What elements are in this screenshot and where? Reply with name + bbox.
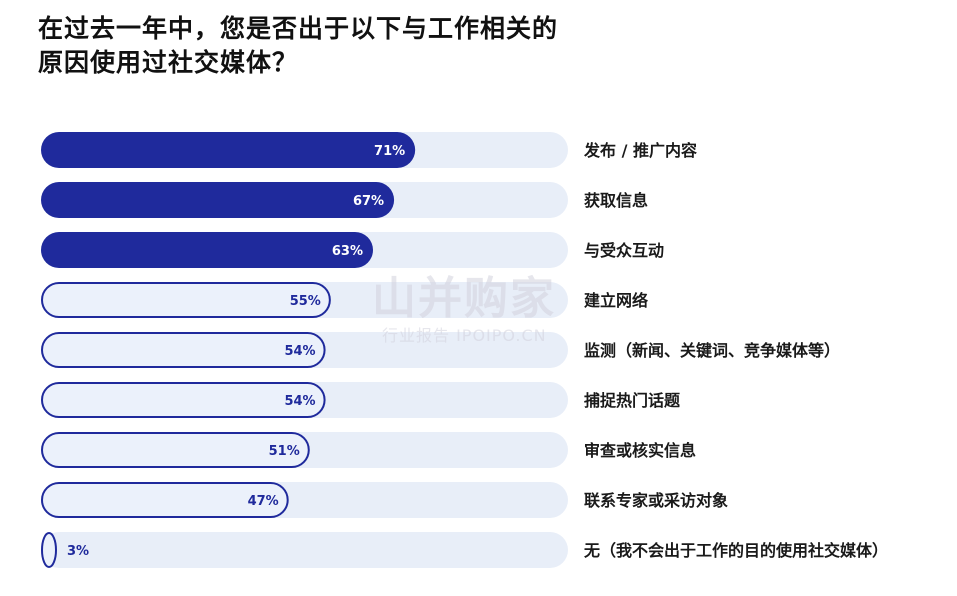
category-label: 监测（新闻、关键词、竞争媒体等） (584, 341, 840, 360)
bar-value-label: 47% (248, 494, 279, 509)
bar-value-label: 54% (284, 344, 315, 359)
chart-title: 在过去一年中，您是否出于以下与工作相关的 原因使用过社交媒体？ (38, 12, 558, 80)
bar-value-label: 63% (332, 244, 363, 259)
bar-value-label: 3% (67, 544, 89, 559)
bar-row: 71% 发布 / 推广内容 (41, 132, 697, 168)
bar-value-label: 67% (353, 194, 384, 209)
bar-row: 54% 监测（新闻、关键词、竞争媒体等） (41, 332, 840, 368)
category-label: 联系专家或采访对象 (584, 491, 728, 510)
bar-row: 47% 联系专家或采访对象 (41, 482, 728, 518)
bar-row: 63% 与受众互动 (41, 232, 664, 268)
category-label: 捕捉热门话题 (584, 391, 681, 410)
category-label: 审查或核实信息 (584, 441, 696, 460)
bar (41, 282, 331, 318)
bar-value-label: 51% (269, 444, 300, 459)
bar-value-label: 54% (284, 394, 315, 409)
bar-value-label: 55% (290, 294, 321, 309)
bar-row: 3% 无（我不会出于工作的目的使用社交媒体） (41, 532, 888, 568)
category-label: 发布 / 推广内容 (583, 141, 697, 160)
bar-value-label: 71% (374, 144, 405, 159)
category-label: 建立网络 (584, 291, 648, 310)
chart-title-line-2: 原因使用过社交媒体？ (38, 48, 299, 77)
bar (41, 332, 326, 368)
bar (41, 232, 374, 268)
bar-track (41, 532, 568, 568)
bar (41, 432, 310, 468)
chart-title-line-1: 在过去一年中，您是否出于以下与工作相关的 (38, 14, 559, 43)
bar (41, 532, 57, 568)
bar-row: 54% 捕捉热门话题 (41, 382, 681, 418)
category-label: 获取信息 (584, 191, 648, 210)
bar-row: 67% 获取信息 (41, 182, 648, 218)
bar-row: 55% 建立网络 (41, 282, 648, 318)
bar (41, 132, 416, 168)
category-label: 与受众互动 (584, 241, 664, 260)
bar (41, 482, 289, 518)
bar (41, 182, 395, 218)
bar (41, 382, 326, 418)
category-label: 无（我不会出于工作的目的使用社交媒体） (583, 541, 888, 560)
bar-row: 51% 审查或核实信息 (41, 432, 696, 468)
